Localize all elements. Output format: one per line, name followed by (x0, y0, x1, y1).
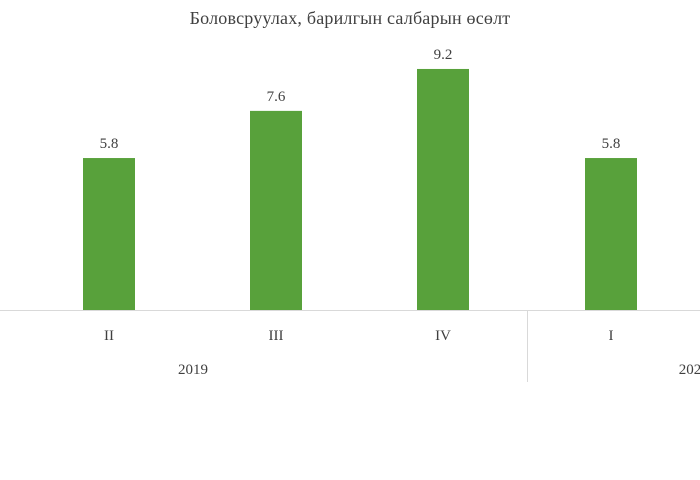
data-label: 7.6 (267, 89, 286, 105)
bar-i (585, 158, 637, 310)
x-tick-label: I (609, 328, 614, 344)
x-tick-label: II (104, 328, 114, 344)
x-tick-label: IV (435, 328, 451, 344)
data-label: 5.8 (602, 136, 621, 152)
x-tick-label: III (269, 328, 284, 344)
chart-title: Боловсруулах, барилгын салбарын өсөлт (189, 8, 511, 28)
data-label: 5.8 (100, 136, 119, 152)
bar-iv (417, 68, 469, 311)
bar-ii (83, 158, 135, 310)
data-label: 9.2 (434, 47, 453, 63)
x-group-label: 202 (679, 362, 700, 378)
bar-iii (250, 110, 302, 310)
x-group-label: 2019 (178, 362, 208, 378)
